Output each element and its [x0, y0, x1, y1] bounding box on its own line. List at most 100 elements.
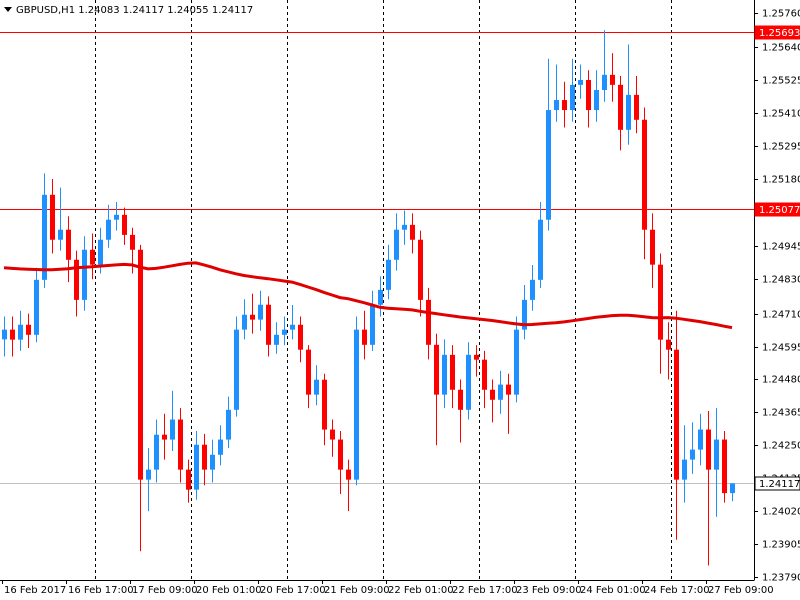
price-label-box [754, 476, 800, 491]
candle-body [610, 74, 615, 85]
candle-body [530, 279, 535, 300]
candle-body [314, 379, 319, 395]
candle-body [170, 419, 175, 440]
candle-body [522, 299, 527, 330]
menu-arrow[interactable] [4, 7, 12, 12]
candle-body [586, 79, 591, 111]
candle-body [554, 100, 559, 111]
candle-body [250, 314, 255, 320]
candle-body [82, 249, 87, 300]
candle-body [122, 214, 127, 235]
price-label: 1.25077 [759, 205, 800, 216]
y-tick-label: 1.24595 [762, 343, 800, 354]
y-tick-label: 1.23905 [762, 540, 800, 551]
candle-body [18, 324, 23, 340]
candle-body [618, 84, 623, 130]
candle-body [146, 469, 151, 480]
candle-body [330, 429, 335, 440]
candle-body [594, 90, 599, 111]
candle-body [338, 439, 343, 470]
candle-body [2, 329, 7, 340]
candle-body [218, 439, 223, 455]
candle-body [194, 444, 199, 490]
candle-body [674, 349, 679, 480]
y-tick-label: 1.24020 [762, 507, 800, 518]
y-tick-label: 1.24365 [762, 408, 800, 419]
candle-body [162, 434, 167, 440]
candle-body [570, 84, 575, 111]
y-tick-label: 1.25410 [762, 109, 800, 120]
candle-body [138, 249, 143, 480]
candle-body [274, 334, 279, 345]
candle-body [322, 379, 327, 430]
candle-body [130, 234, 135, 250]
y-tick-label: 1.25760 [762, 9, 800, 20]
x-tick-label: 17 Feb 09:00 [132, 585, 198, 596]
candle-body [66, 229, 71, 260]
candle-body [74, 259, 79, 300]
candle-body [682, 459, 687, 480]
candle-body [154, 434, 159, 470]
candle-body [386, 259, 391, 290]
candle-body [442, 354, 447, 395]
x-tick-label: 20 Feb 01:00 [196, 585, 262, 596]
candle-body [346, 469, 351, 480]
x-tick-label: 23 Feb 09:00 [516, 585, 582, 596]
candle-body [490, 389, 495, 400]
candle-body [466, 354, 471, 410]
candle-body [226, 409, 231, 440]
candle-body [266, 304, 271, 345]
candle-body [50, 194, 55, 240]
price-label: 1.24117 [759, 479, 800, 490]
price-label-box [754, 25, 800, 40]
price-label-box [754, 202, 800, 217]
y-tick-label: 1.24830 [762, 275, 800, 286]
candle-body [730, 483, 735, 494]
y-tick-label: 1.24480 [762, 375, 800, 386]
candle-body [282, 329, 287, 335]
x-tick-label: 16 Feb 17:00 [68, 585, 134, 596]
candle-body [546, 110, 551, 220]
candle-body [58, 229, 63, 240]
candle-body [370, 304, 375, 345]
candle-body [474, 354, 479, 360]
candle-body [458, 389, 463, 410]
candle-body [178, 419, 183, 470]
candle-body [114, 214, 119, 220]
candle-body [562, 100, 567, 111]
candle-body [506, 384, 511, 395]
candle-body [98, 239, 103, 265]
candle-body [394, 229, 399, 260]
candle-body [602, 74, 607, 91]
candle-body [642, 119, 647, 230]
candle-body [402, 224, 407, 230]
candle-body [658, 264, 663, 340]
candle-body [706, 429, 711, 470]
candle-body [498, 384, 503, 400]
candle-body [258, 304, 263, 320]
y-tick-label: 1.25295 [762, 142, 800, 153]
moving-average [3, 261, 733, 330]
candle-body [538, 219, 543, 280]
candle-body [290, 324, 295, 330]
candle-body [42, 194, 47, 280]
y-tick-label: 1.23790 [762, 573, 800, 584]
candle-body [306, 349, 311, 395]
y-tick-label: 1.25180 [762, 175, 800, 186]
candle-body [626, 94, 631, 130]
chart-title: GBPUSD,H1 1.24083 1.24117 1.24055 1.2411… [16, 5, 253, 16]
candle-body [242, 314, 247, 330]
candle-body [106, 219, 111, 240]
candle-body [514, 329, 519, 395]
candle-body [418, 239, 423, 300]
candle-body [298, 324, 303, 350]
y-tick-label: 1.25640 [762, 43, 800, 54]
y-tick-label: 1.24945 [762, 242, 800, 253]
candle-body [434, 344, 439, 395]
y-tick-label: 1.24710 [762, 310, 800, 321]
candle-body [186, 469, 191, 490]
candle-body [26, 324, 31, 335]
x-tick-label: 22 Feb 01:00 [388, 585, 454, 596]
